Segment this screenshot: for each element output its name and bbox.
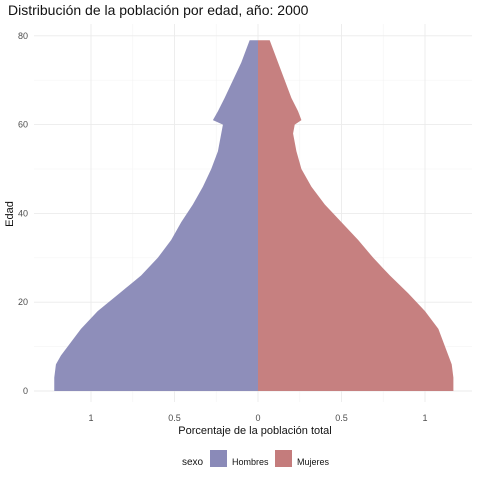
- legend: sexo Hombres Mujeres: [182, 450, 330, 468]
- area-hombres: [54, 40, 259, 392]
- y-tick-label: 60: [18, 120, 28, 130]
- y-tick-label: 40: [18, 208, 28, 218]
- legend-label-mujeres: Mujeres: [297, 457, 330, 467]
- y-tick-label: 80: [18, 31, 28, 41]
- x-axis-ticks: 1 0.5 0 0.5 1: [88, 413, 427, 423]
- y-axis-ticks: 0 20 40 60 80: [18, 31, 28, 396]
- legend-label-hombres: Hombres: [232, 457, 269, 467]
- area-mujeres: [258, 40, 454, 392]
- legend-key-mujeres: [275, 450, 292, 467]
- series-areas: [54, 40, 454, 392]
- x-tick-label: 1: [422, 413, 427, 423]
- x-axis-title: Porcentaje de la población total: [178, 425, 332, 437]
- x-tick-label: 1: [88, 413, 93, 423]
- x-tick-label: 0.5: [335, 413, 348, 423]
- y-tick-label: 20: [18, 297, 28, 307]
- x-tick-label: 0: [255, 413, 260, 423]
- y-tick-label: 0: [23, 386, 28, 396]
- y-axis-title: Edad: [4, 201, 16, 227]
- chart-title: Distribución de la población por edad, a…: [8, 2, 309, 18]
- legend-key-hombres: [210, 450, 227, 467]
- x-tick-label: 0.5: [168, 413, 181, 423]
- legend-title: sexo: [182, 457, 204, 468]
